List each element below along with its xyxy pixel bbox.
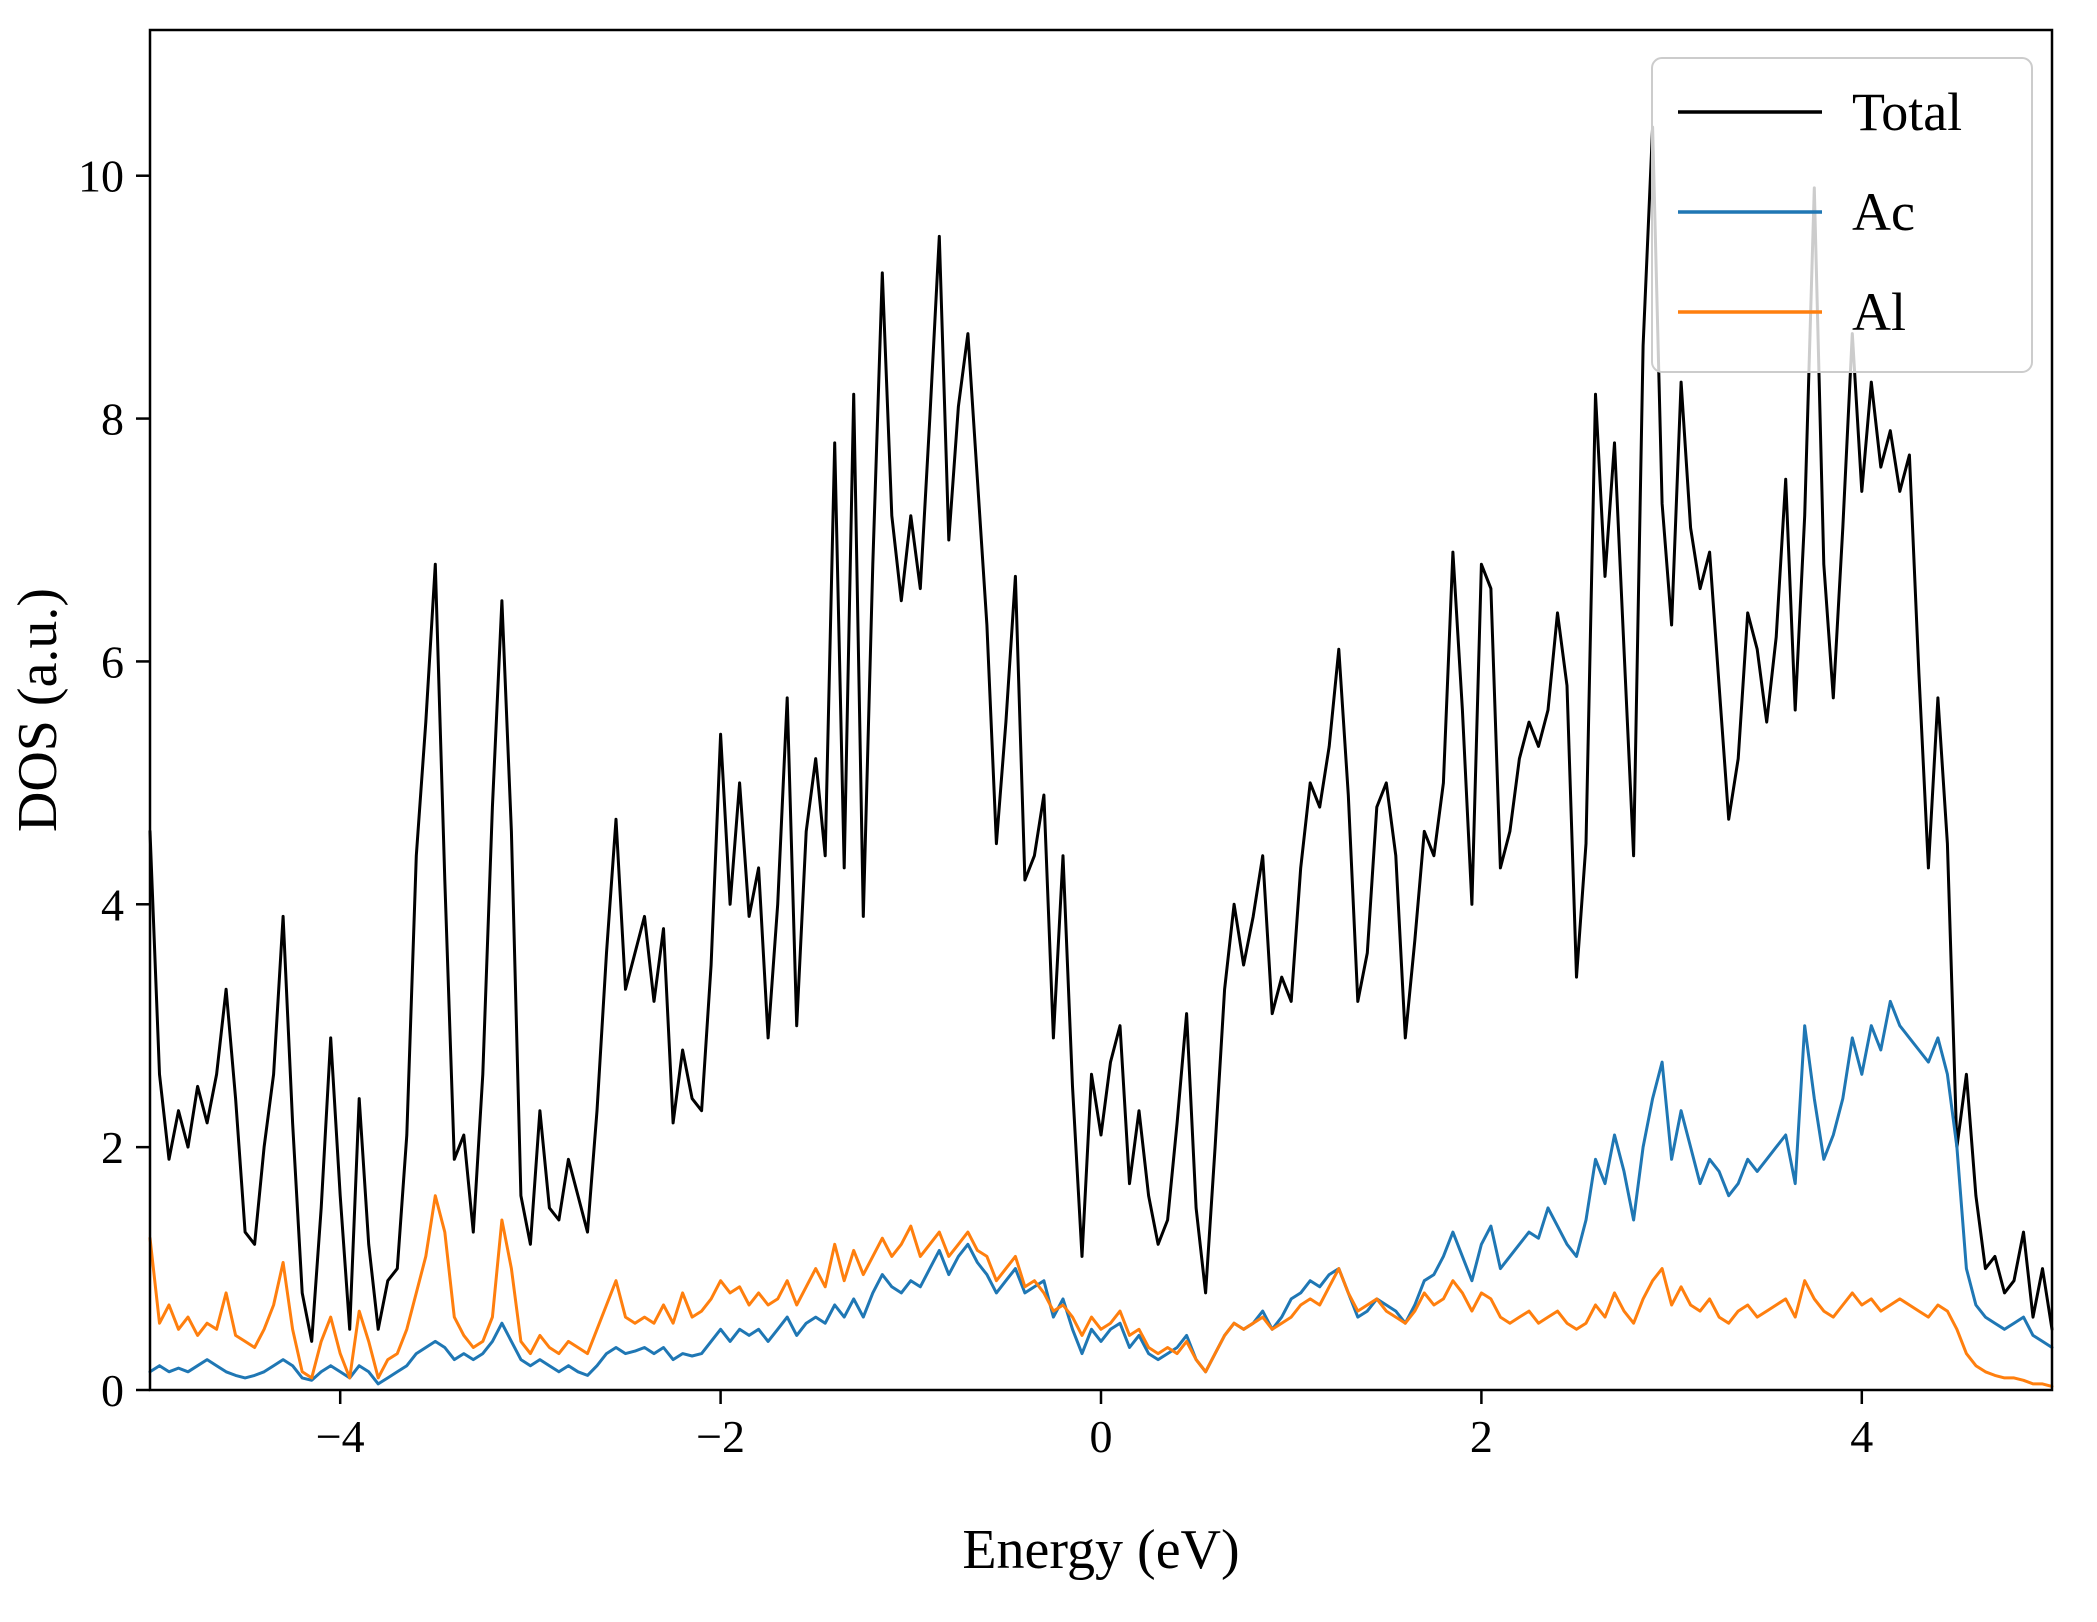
x-axis-ticks: −4 −2 0 2 4 [316, 1390, 1873, 1462]
x-tick-label: −2 [696, 1411, 745, 1462]
x-tick-label: 4 [1850, 1411, 1873, 1462]
y-tick-label: 8 [101, 394, 124, 445]
legend-box [1651, 57, 2033, 373]
legend-label-al: Al [1852, 282, 1906, 342]
legend-label-total: Total [1852, 82, 1962, 142]
y-axis-ticks: 0 2 4 6 8 10 [78, 151, 150, 1416]
x-tick-label: 2 [1470, 1411, 1493, 1462]
y-tick-label: 10 [78, 151, 124, 202]
ac-series-line [148, 999, 2054, 1386]
y-tick-label: 0 [101, 1365, 124, 1416]
x-tick-label: −4 [316, 1411, 365, 1462]
x-tick-label: 0 [1090, 1411, 1113, 1462]
total-series-line [148, 125, 2054, 1343]
series-lines [148, 125, 2054, 1388]
legend: Total Ac Al [1651, 57, 2033, 373]
y-tick-label: 6 [101, 636, 124, 687]
y-axis-label: DOS (a.u.) [7, 588, 69, 832]
y-tick-label: 4 [101, 879, 124, 930]
legend-label-ac: Ac [1852, 182, 1915, 242]
x-axis-label: Energy (eV) [962, 1519, 1239, 1581]
y-tick-label: 2 [101, 1122, 124, 1173]
al-series-line [148, 1194, 2054, 1388]
axes-frame [148, 28, 2054, 1392]
